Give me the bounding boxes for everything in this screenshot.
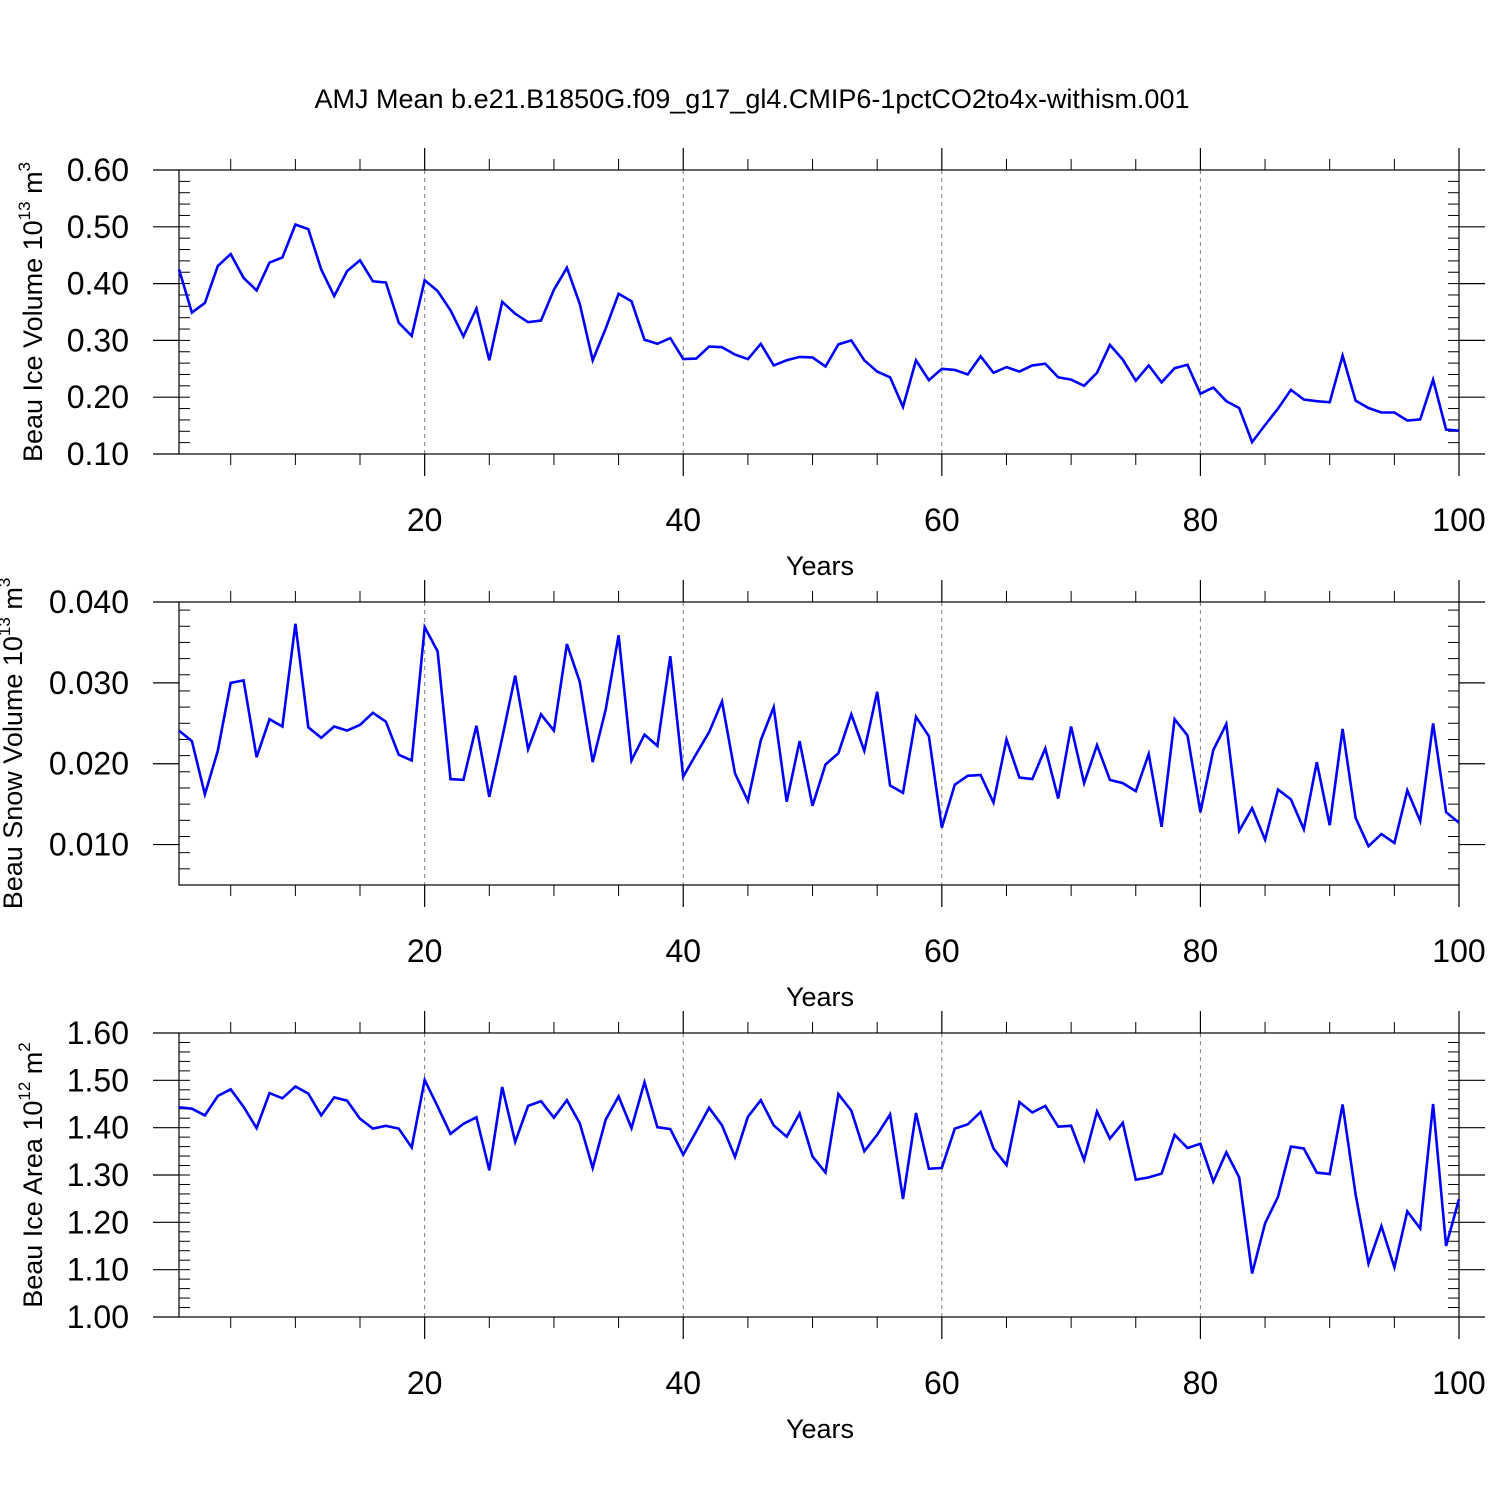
x-axis-title: Years	[786, 982, 854, 1012]
chart-title: AMJ Mean b.e21.B1850G.f09_g17_gl4.CMIP6-…	[315, 84, 1190, 114]
y-tick-label: 0.60	[67, 152, 129, 188]
y-tick-label: 1.20	[67, 1204, 129, 1240]
y-tick-label: 1.50	[67, 1062, 129, 1098]
x-tick-label: 80	[1183, 933, 1219, 969]
panel-3: 20 40 60 80 100 1.00 1.10 1.20 1.30 1.40 1.50 1.60 Y…	[15, 1011, 1486, 1444]
y-axis-unit-exponent: 13	[0, 617, 14, 636]
x-tick-label: 60	[924, 933, 960, 969]
y-tick-label: 0.030	[49, 665, 129, 701]
y-axis-title: Beau Ice Volume 1013 m3	[15, 162, 48, 462]
x-tick-label: 100	[1432, 502, 1485, 538]
panel-1: 20 40 60 80 100 0.10 0.20 0.30 0.40 0.50 0.60 Years…	[15, 148, 1486, 581]
y-axis-title: Beau Ice Area 1012 m2	[15, 1042, 48, 1308]
x-tick-label: 60	[924, 1365, 960, 1401]
y-tick-label: 0.010	[49, 827, 129, 863]
series-line	[178, 622, 1460, 849]
x-tick-label: 20	[407, 933, 443, 969]
y-axis-title: Beau Snow Volume 1013 m3	[0, 578, 28, 910]
y-axis-unit-exponent-2: 3	[0, 578, 14, 587]
x-tick-label: 100	[1432, 1365, 1485, 1401]
y-tick-label: 0.020	[49, 746, 129, 782]
series-line	[178, 1075, 1461, 1274]
y-tick-label: 0.040	[49, 584, 129, 620]
x-tick-label: 20	[407, 502, 443, 538]
series-line	[177, 222, 1460, 445]
y-axis-unit-exponent-2: 3	[15, 162, 34, 171]
x-tick-label: 40	[665, 933, 701, 969]
x-tick-label: 40	[665, 502, 701, 538]
y-axis-unit-symbol: m	[18, 171, 48, 201]
y-axis-unit-symbol: m	[18, 1052, 48, 1082]
y-tick-label: 0.40	[67, 266, 129, 302]
x-tick-label: 100	[1432, 933, 1485, 969]
x-tick-label: 80	[1183, 502, 1219, 538]
y-tick-label: 1.10	[67, 1252, 129, 1288]
x-axis-title: Years	[786, 1414, 854, 1444]
y-axis-unit-exponent: 13	[15, 201, 34, 220]
x-tick-label: 80	[1183, 1365, 1219, 1401]
y-tick-label: 1.30	[67, 1157, 129, 1193]
plot-frame	[178, 1032, 1460, 1318]
y-tick-label: 0.30	[67, 322, 129, 358]
y-axis-title-text: Beau Ice Area 10	[18, 1101, 48, 1308]
x-axis-title: Years	[786, 551, 854, 581]
y-axis-unit-symbol: m	[0, 587, 28, 617]
y-axis-unit-exponent: 12	[15, 1082, 34, 1101]
plot-frame	[178, 169, 1460, 455]
y-axis-title-text: Beau Snow Volume 10	[0, 636, 28, 909]
y-tick-label: 1.00	[67, 1299, 129, 1335]
y-tick-label: 0.20	[67, 379, 129, 415]
x-tick-label: 40	[665, 1365, 701, 1401]
y-tick-label: 1.40	[67, 1110, 129, 1146]
y-tick-label: 0.10	[67, 436, 129, 472]
x-tick-label: 60	[924, 502, 960, 538]
y-axis-unit-exponent-2: 2	[15, 1042, 34, 1051]
x-tick-label: 20	[407, 1365, 443, 1401]
panel-2: 20 40 60 80 100 0.010 0.020 0.030 0.040 Years Beau…	[0, 578, 1486, 1012]
plot-frame	[178, 601, 1460, 886]
y-tick-label: 1.60	[67, 1015, 129, 1051]
y-tick-label: 0.50	[67, 209, 129, 245]
panels-layer: 20 40 60 80 100 0.10 0.20 0.30 0.40 0.50 0.60 Years…	[0, 148, 1486, 1444]
y-axis-title-text: Beau Ice Volume 10	[18, 220, 48, 462]
